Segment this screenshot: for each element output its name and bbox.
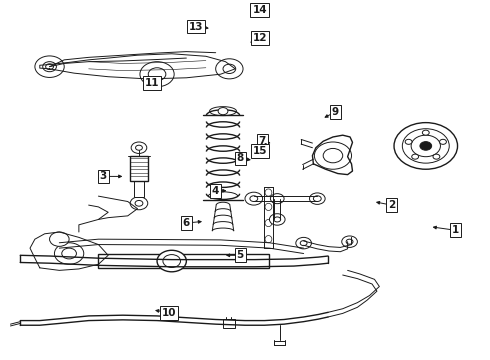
Text: 9: 9 [332, 107, 339, 117]
Text: 7: 7 [258, 136, 266, 145]
Circle shape [405, 139, 412, 144]
Circle shape [43, 62, 56, 72]
Text: 13: 13 [189, 22, 203, 32]
Text: 14: 14 [252, 5, 267, 15]
FancyBboxPatch shape [223, 319, 235, 328]
Circle shape [342, 236, 357, 247]
Circle shape [394, 123, 458, 169]
Circle shape [296, 237, 312, 249]
Text: 8: 8 [237, 153, 244, 163]
Circle shape [131, 142, 147, 153]
FancyBboxPatch shape [98, 254, 270, 268]
Circle shape [49, 232, 69, 246]
Circle shape [54, 243, 84, 264]
Circle shape [216, 59, 243, 79]
Circle shape [315, 142, 351, 169]
Circle shape [157, 250, 186, 272]
Circle shape [270, 194, 284, 204]
Text: 6: 6 [183, 218, 190, 228]
Text: 12: 12 [252, 33, 267, 43]
Text: 5: 5 [237, 250, 244, 260]
Circle shape [412, 154, 418, 159]
Text: 1: 1 [451, 225, 459, 235]
Text: 3: 3 [99, 171, 107, 181]
Text: 2: 2 [388, 200, 395, 210]
Circle shape [163, 255, 180, 267]
FancyBboxPatch shape [130, 156, 148, 181]
FancyBboxPatch shape [134, 181, 144, 197]
Circle shape [420, 141, 432, 150]
Circle shape [130, 197, 148, 210]
Circle shape [440, 139, 446, 144]
Circle shape [218, 108, 228, 115]
Text: 10: 10 [162, 308, 176, 318]
Text: 15: 15 [252, 146, 267, 156]
Circle shape [422, 130, 429, 135]
Circle shape [35, 56, 64, 77]
Circle shape [433, 154, 440, 159]
Circle shape [310, 193, 325, 204]
Circle shape [245, 192, 263, 205]
Circle shape [223, 64, 236, 73]
Circle shape [140, 62, 174, 87]
Text: 4: 4 [212, 186, 220, 196]
Text: 11: 11 [145, 78, 159, 88]
Circle shape [270, 214, 285, 225]
